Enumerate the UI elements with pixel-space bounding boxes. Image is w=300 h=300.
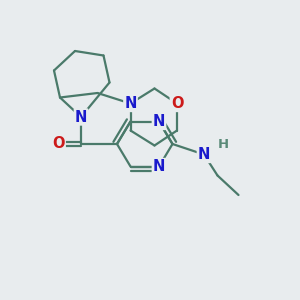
Text: N: N: [75, 110, 87, 124]
Text: O: O: [171, 96, 183, 111]
Text: O: O: [52, 136, 65, 152]
Text: N: N: [153, 114, 165, 129]
Text: N: N: [198, 147, 210, 162]
Text: H: H: [218, 137, 229, 151]
Text: N: N: [153, 159, 165, 174]
Text: N: N: [124, 96, 137, 111]
